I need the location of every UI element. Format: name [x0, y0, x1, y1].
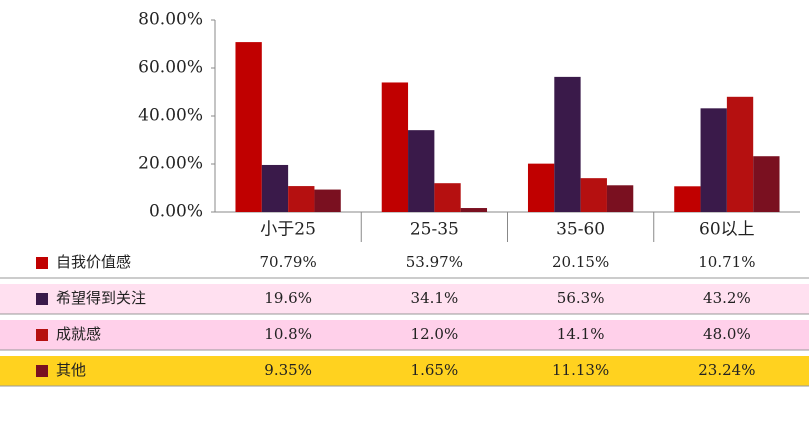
table-row — [0, 248, 809, 278]
legend-swatch — [36, 293, 48, 305]
bar — [700, 108, 727, 212]
table-row — [0, 356, 809, 386]
bar — [726, 96, 754, 212]
y-tick-label: 20.00% — [138, 154, 203, 174]
bar — [460, 208, 488, 212]
table-value: 53.97% — [406, 253, 463, 271]
table-value: 10.71% — [698, 253, 755, 271]
bar — [753, 156, 780, 212]
table-value: 34.1% — [411, 289, 459, 307]
legend-swatch — [36, 257, 48, 269]
bar — [674, 186, 701, 212]
table-value: 10.8% — [264, 325, 312, 343]
x-tick-label: 小于25 — [260, 220, 316, 240]
bar — [314, 189, 341, 212]
bar — [554, 76, 581, 212]
table-value: 43.2% — [703, 289, 751, 307]
y-tick-label: 60.00% — [138, 58, 203, 78]
legend-label: 希望得到关注 — [56, 289, 146, 307]
x-tick-label: 25-35 — [410, 220, 459, 240]
table-value: 19.6% — [264, 289, 312, 307]
table-value: 56.3% — [557, 289, 605, 307]
x-tick-label: 60以上 — [699, 220, 755, 240]
bar — [606, 185, 634, 212]
bar — [527, 163, 555, 212]
table-row — [0, 284, 809, 314]
table-value: 9.35% — [264, 361, 312, 379]
table-value: 1.65% — [411, 361, 459, 379]
table-value: 70.79% — [260, 253, 317, 271]
bar — [434, 183, 461, 212]
legend-swatch — [36, 329, 48, 341]
bar — [408, 130, 435, 212]
table-row — [0, 320, 809, 350]
table-value: 23.24% — [698, 361, 755, 379]
legend-label: 自我价值感 — [56, 253, 131, 271]
bar — [235, 42, 262, 212]
legend-swatch — [36, 365, 48, 377]
y-tick-label: 80.00% — [138, 10, 203, 30]
table-value: 14.1% — [557, 325, 605, 343]
bar — [288, 186, 315, 212]
table-value: 48.0% — [703, 325, 751, 343]
legend-label: 成就感 — [56, 325, 101, 343]
y-tick-label: 0.00% — [149, 202, 203, 222]
y-tick-label: 40.00% — [138, 106, 203, 126]
table-value: 12.0% — [411, 325, 459, 343]
bar — [580, 178, 607, 212]
table-value: 11.13% — [552, 361, 609, 379]
legend-label: 其他 — [56, 361, 86, 379]
bar — [381, 82, 409, 212]
table-value: 20.15% — [552, 253, 609, 271]
x-tick-label: 35-60 — [556, 220, 605, 240]
bar — [261, 164, 289, 212]
